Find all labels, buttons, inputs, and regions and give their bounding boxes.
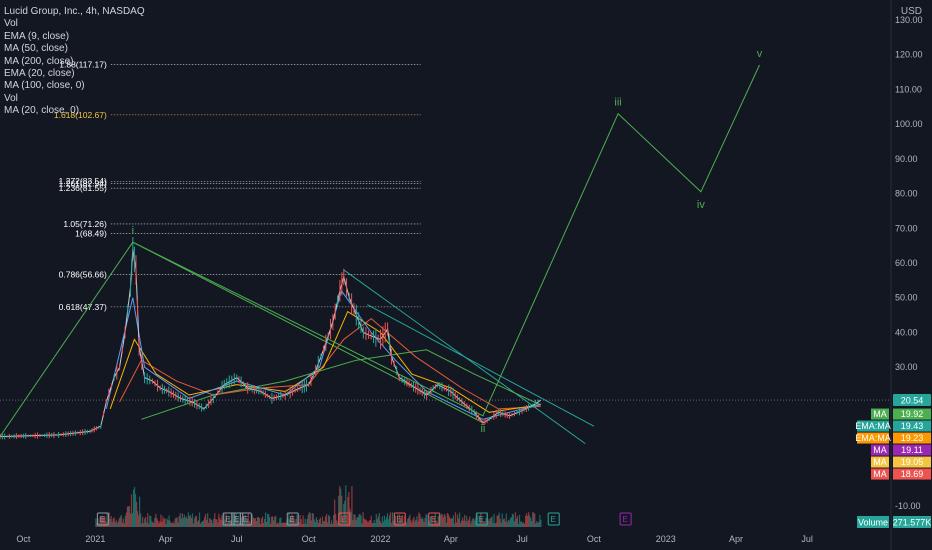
y-tick-label: 70.00 [895, 223, 918, 233]
x-tick-label: Jul [516, 534, 528, 544]
x-tick-label: 2023 [656, 534, 676, 544]
y-tick-label: 40.00 [895, 327, 918, 337]
y-tick-label: 50.00 [895, 293, 918, 303]
y-tick-label: 100.00 [895, 119, 923, 129]
indicator-tag-value: 19.43 [901, 421, 924, 431]
legend-indicator[interactable]: EMA (20, close) [4, 68, 145, 80]
event-label: E [341, 515, 346, 524]
legend-indicator[interactable]: Vol [4, 18, 145, 30]
event-label: E [290, 515, 295, 524]
y-tick-label: 120.00 [895, 50, 923, 60]
y-tick-label: 110.00 [895, 84, 922, 94]
y-tick-label: 30.00 [895, 362, 918, 372]
y-tick-label: 80.00 [895, 189, 918, 199]
y-tick-label: 60.00 [895, 258, 918, 268]
wave-label: v [757, 48, 763, 60]
indicator-tag-name: MA [873, 457, 887, 467]
legend-indicator[interactable]: MA (100, close, 0) [4, 80, 145, 92]
x-tick-label: Oct [587, 534, 602, 544]
indicator-tag-name: MA [873, 409, 887, 419]
indicator-tag-name: EMA:MA [855, 421, 891, 431]
indicator-tag-value: 19.05 [901, 457, 924, 467]
volume-bar [540, 520, 541, 527]
indicator-legend: Lucid Group, Inc., 4h, NASDAQ Vol EMA (9… [4, 6, 145, 118]
indicator-tag-value: 19.11 [901, 445, 923, 455]
wave-label: i [132, 225, 134, 237]
event-label: E [100, 515, 105, 524]
indicator-tag-value: 18.69 [901, 469, 924, 479]
legend-indicator[interactable]: MA (200, close) [4, 56, 145, 68]
indicator-tag-name: MA [873, 469, 887, 479]
x-tick-label: Apr [444, 534, 458, 544]
indicator-tag-name: MA [873, 445, 887, 455]
legend-title[interactable]: Lucid Group, Inc., 4h, NASDAQ [4, 6, 145, 18]
x-tick-label: Apr [159, 534, 173, 544]
wave-label: ii [480, 423, 485, 435]
indicator-tag-value: 19.23 [901, 433, 924, 443]
event-label: E [479, 515, 484, 524]
event-label: E [243, 515, 248, 524]
x-tick-label: Jul [801, 534, 813, 544]
fib-level-label: 1(68.49) [75, 229, 107, 239]
volume-tag-name: Volume [858, 518, 888, 528]
event-label: E [234, 515, 239, 524]
fib-level-label: 0.618(47.37) [59, 302, 107, 312]
x-tick-label: Apr [729, 534, 743, 544]
y-tick-label: -10.00 [895, 501, 921, 511]
wave-label: iii [614, 97, 621, 109]
indicator-tag-name: EMA:MA [855, 433, 891, 443]
fib-level-label: 0.786(56.66) [59, 270, 107, 280]
event-label: E [622, 515, 627, 524]
indicator-tag-value: 19.92 [901, 409, 924, 419]
current-price-value: 20.54 [901, 396, 924, 406]
x-tick-label: Oct [302, 534, 317, 544]
y-tick-label: 90.00 [895, 154, 918, 164]
currency-label: USD [901, 6, 922, 17]
volume-tag-value: 271.577K [893, 518, 932, 528]
x-tick-label: Oct [16, 534, 31, 544]
event-label: E [431, 515, 436, 524]
fib-level-label: 1.236(81.55) [59, 183, 107, 193]
event-label: E [225, 515, 230, 524]
legend-indicator[interactable]: Vol [4, 93, 145, 105]
legend-indicator[interactable]: MA (50, close) [4, 43, 145, 55]
legend-indicator[interactable]: MA (20, close, 0) [4, 105, 145, 117]
event-label: E [551, 515, 556, 524]
x-tick-label: 2021 [85, 534, 105, 544]
fib-level-label: 1.05(71.26) [63, 219, 107, 229]
wave-label: iv [697, 199, 705, 211]
legend-indicator[interactable]: EMA (9, close) [4, 31, 145, 43]
event-label: E [397, 515, 402, 524]
x-tick-label: Jul [231, 534, 243, 544]
x-tick-label: 2022 [371, 534, 391, 544]
